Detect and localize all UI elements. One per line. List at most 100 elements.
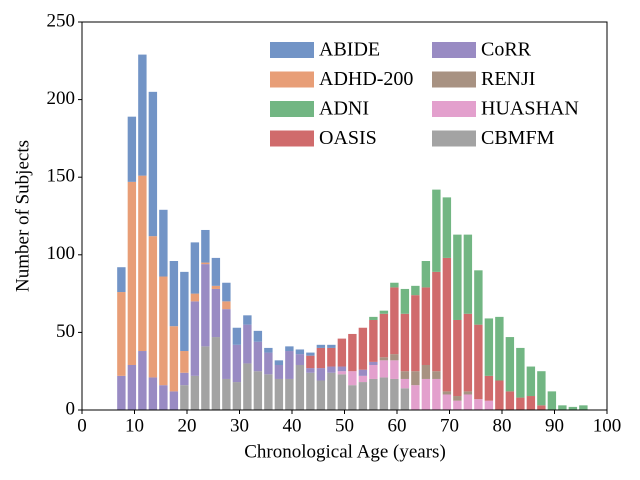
bar-segment xyxy=(432,378,441,410)
bar-segment xyxy=(295,349,305,355)
bar-segment xyxy=(316,380,326,410)
bar-segment xyxy=(369,364,378,379)
bar-segment xyxy=(379,357,389,361)
bar-segment xyxy=(169,391,179,410)
bar-segment xyxy=(568,406,578,410)
bar-segment xyxy=(127,364,137,410)
bar-segment xyxy=(348,385,357,410)
legend-label: ADHD-200 xyxy=(319,68,413,90)
bar-segment xyxy=(190,242,200,294)
bar-segment xyxy=(442,197,452,258)
bar-segment xyxy=(369,316,378,320)
bar-segment xyxy=(253,330,263,342)
bar-segment xyxy=(358,369,368,376)
bar-segment xyxy=(390,360,399,379)
bar-segment xyxy=(264,374,273,410)
bar-segment xyxy=(516,397,525,410)
bar-segment xyxy=(222,309,231,379)
bar-segment xyxy=(306,372,315,410)
bar-segment xyxy=(285,346,294,352)
bar-segment xyxy=(463,313,473,392)
bar-segment xyxy=(421,378,431,410)
bar-segment xyxy=(232,344,242,383)
y-axis-label: Number of Subjects xyxy=(12,140,33,292)
bar-segment xyxy=(232,382,242,410)
legend-swatch xyxy=(270,101,314,117)
bar-segment xyxy=(526,366,536,397)
bar-segment xyxy=(211,288,221,338)
bar-segment xyxy=(127,116,137,182)
bar-segment xyxy=(474,399,483,410)
bar-segment xyxy=(337,338,347,367)
legend-swatch xyxy=(270,130,314,147)
bar-segment xyxy=(169,261,179,327)
bar-segment xyxy=(295,364,305,410)
y-tick-label: 100 xyxy=(47,243,76,264)
bar-segment xyxy=(432,189,441,272)
legend-swatch xyxy=(270,71,314,88)
bar-segment xyxy=(474,270,483,325)
bar-segment xyxy=(159,209,168,277)
x-tick-label: 90 xyxy=(545,415,564,436)
bar-segment xyxy=(421,287,431,365)
bar-segment xyxy=(400,313,410,372)
bar-segment xyxy=(495,316,504,381)
legend-swatch xyxy=(270,42,314,58)
bar-segment xyxy=(379,377,389,410)
bar-segment xyxy=(201,262,210,265)
bar-segment xyxy=(243,363,252,410)
bar-segment xyxy=(127,181,137,365)
bar-segment xyxy=(180,351,189,373)
bar-segment xyxy=(190,375,200,410)
bar-segment xyxy=(253,371,263,410)
bar-segment xyxy=(505,391,515,410)
legend-swatch xyxy=(432,101,476,117)
bar-segment xyxy=(264,352,273,375)
x-tick-label: 70 xyxy=(440,415,459,436)
bar-segment xyxy=(379,313,389,358)
bar-segment xyxy=(484,400,494,410)
bar-segment xyxy=(348,333,357,372)
bar-segment xyxy=(138,175,147,352)
bar-segment xyxy=(442,391,452,395)
bar-segment xyxy=(453,400,462,410)
bar-segment xyxy=(463,394,473,410)
bar-segment xyxy=(306,368,315,373)
bar-segment xyxy=(138,54,147,176)
bar-segment xyxy=(222,301,231,310)
bar-segment xyxy=(337,371,347,375)
bar-segment xyxy=(442,257,452,392)
bar-segment xyxy=(117,292,126,376)
bar-segment xyxy=(369,319,378,362)
x-tick-label: 60 xyxy=(388,415,407,436)
bar-segment xyxy=(358,375,368,383)
bar-segment xyxy=(306,355,315,369)
bar-segment xyxy=(295,354,305,365)
bar-segment xyxy=(211,257,221,286)
bar-segment xyxy=(253,341,263,372)
legend-label: RENJI xyxy=(481,68,535,90)
bar-segment xyxy=(558,405,567,410)
bar-segment xyxy=(495,380,504,410)
bar-segment xyxy=(148,91,158,237)
y-tick-label: 0 xyxy=(66,398,76,419)
bar-segment xyxy=(369,361,378,365)
bar-segment xyxy=(222,282,231,302)
bar-segment xyxy=(400,288,410,314)
legend-swatch xyxy=(432,71,476,88)
bar-segment xyxy=(159,276,168,386)
bar-segment xyxy=(243,315,252,325)
bar-segment xyxy=(400,371,410,379)
bar-segment xyxy=(453,319,462,397)
bar-segment xyxy=(400,388,410,410)
bar-segment xyxy=(274,360,284,365)
bar-segment xyxy=(316,344,326,348)
bar-segment xyxy=(379,360,389,378)
bar-segment xyxy=(211,285,221,289)
bar-segment xyxy=(526,396,536,410)
x-tick-label: 20 xyxy=(178,415,197,436)
legend-label: ADNI xyxy=(319,98,369,120)
bar-segment xyxy=(306,352,315,356)
legend-label: ABIDE xyxy=(319,39,380,61)
